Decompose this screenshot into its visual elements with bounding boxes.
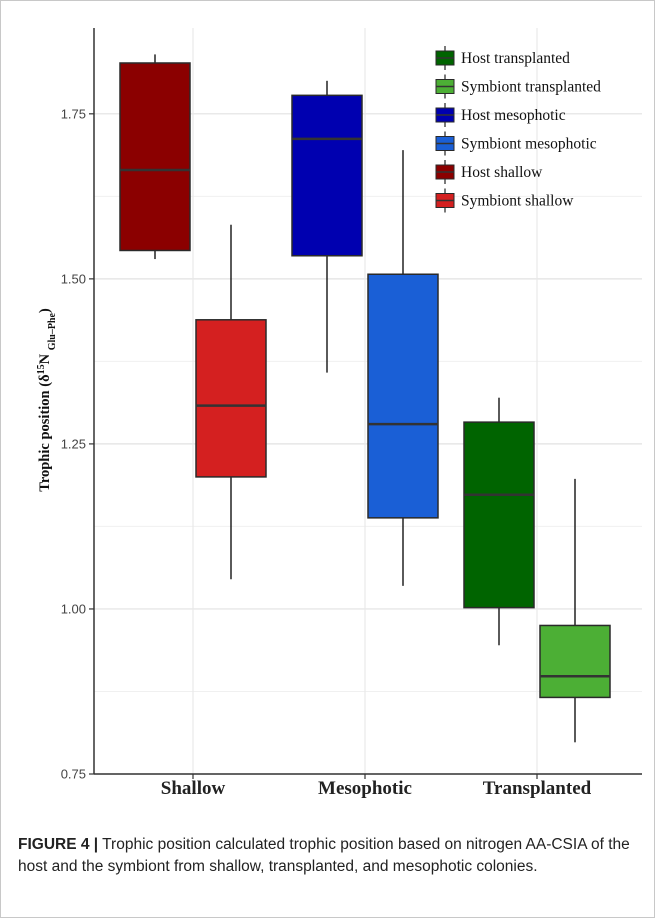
box-series-group	[119, 54, 611, 743]
y-axis-label-n: N	[37, 350, 53, 364]
iqr-box	[291, 94, 363, 257]
y-axis-label: Trophic position (δ15N Glu–Phe)	[36, 308, 58, 492]
legend-label: Host mesophotic	[461, 107, 566, 124]
box-plot-chart: 0.75 1.00 1.25 1.50 1.75 Shallow Mesophotic Tra…	[36, 28, 642, 799]
legend-entry-symbiont-shallow: Symbiont shallow	[435, 188, 574, 213]
box-host-transplanted	[463, 397, 535, 646]
legend-label: Symbiont shallow	[461, 193, 574, 210]
iqr-box	[119, 62, 191, 252]
x-category-label-mesophotic: Mesophotic	[318, 778, 412, 799]
legend-label: Symbiont transplanted	[461, 79, 601, 96]
iqr-box	[539, 624, 611, 699]
iqr-box	[195, 319, 267, 478]
box-symbiont-shallow	[195, 224, 267, 580]
axes-group: 0.75 1.00 1.25 1.50 1.75 Shallow Mesophotic Tra…	[61, 28, 642, 799]
y-tick-label: 0.75	[61, 767, 86, 782]
y-axis-label-sup: 15	[36, 364, 47, 374]
y-tick-label: 1.00	[61, 601, 86, 616]
iqr-box	[367, 273, 439, 519]
y-tick-label: 1.50	[61, 271, 86, 286]
legend-entry-host-mesophotic: Host mesophotic	[435, 103, 566, 127]
x-category-label-transplanted: Transplanted	[483, 778, 592, 799]
y-axis-label-sub: Glu–Phe	[47, 313, 58, 351]
y-axis-label-main: Trophic position (δ	[37, 374, 53, 491]
caption-lead: FIGURE 4 |	[18, 836, 99, 853]
caption-text: Trophic position calculated trophic posi…	[18, 836, 630, 875]
y-tick-label: 1.75	[61, 106, 86, 121]
figure-caption: FIGURE 4 | Trophic position calculated t…	[18, 834, 638, 878]
legend-entry-symbiont-transplanted: Symbiont transplanted	[435, 74, 601, 99]
box-symbiont-transplanted	[539, 478, 611, 743]
x-category-label-shallow: Shallow	[161, 778, 226, 799]
box-symbiont-mesophotic	[367, 150, 439, 586]
legend-entry-host-shallow: Host shallow	[435, 160, 543, 184]
legend-label: Host transplanted	[461, 50, 570, 67]
y-axis-label-close: )	[37, 308, 53, 313]
legend-label: Host shallow	[461, 164, 543, 181]
box-host-shallow	[119, 54, 191, 260]
box-host-mesophotic	[291, 80, 363, 373]
y-tick-label: 1.25	[61, 436, 86, 451]
legend-entry-host-transplanted: Host transplanted	[435, 46, 570, 70]
iqr-box	[463, 421, 535, 609]
legend-entry-symbiont-mesophotic: Symbiont mesophotic	[435, 131, 597, 156]
legend-label: Symbiont mesophotic	[461, 136, 597, 153]
legend: Host transplanted Symbiont transplanted Ho…	[435, 46, 601, 213]
